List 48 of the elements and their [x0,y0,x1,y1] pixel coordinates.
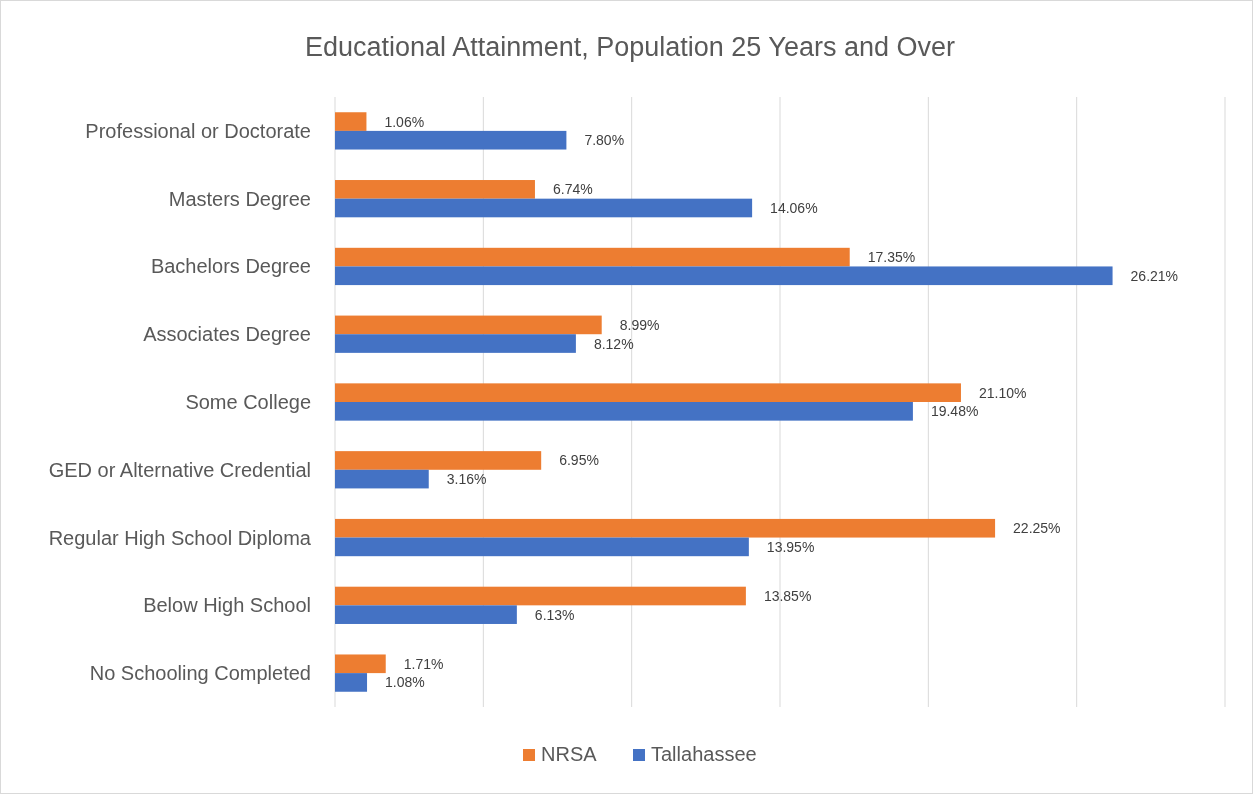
data-label: 3.16% [446,471,487,488]
data-label: 8.12% [593,335,634,352]
data-label: 6.74% [552,181,593,198]
data-label: 14.06% [770,199,818,216]
bar [335,402,913,421]
y-tick-label: Below High School [143,594,311,617]
y-tick-label: Professional or Doctorate [85,119,311,142]
bar [335,469,429,489]
data-label: 1.08% [385,674,425,691]
bar [335,673,368,692]
data-label: 13.85% [763,588,812,605]
data-label: 6.95% [559,452,599,469]
data-label: 1.06% [384,113,425,130]
bar [335,198,753,218]
y-tick-label: GED or Alternative Credential [48,458,311,481]
bar [335,180,535,199]
bar [335,315,602,335]
legend-label: Tallahassee [651,743,757,765]
chart-title: Educational Attainment, Population 25 Years and Over [305,32,955,62]
data-label: 1.71% [403,655,444,672]
bar [335,537,749,557]
bar [335,586,746,606]
data-label: 8.99% [619,316,660,333]
bar [335,451,542,470]
y-tick-label: Bachelors Degree [150,255,311,278]
bar [335,112,367,131]
data-label: 26.21% [1130,267,1179,284]
bar [335,334,576,353]
bar [335,247,850,267]
y-tick-label: Regular High School Diploma [48,526,312,549]
data-label: 7.80% [584,132,625,149]
data-label: 22.25% [1013,520,1061,537]
bar [335,518,996,538]
y-tick-label: Associates Degree [143,323,311,346]
legend-label: NRSA [541,743,598,765]
bar [335,605,517,624]
bar [335,383,961,402]
bar [335,266,1113,286]
bar [335,654,386,674]
data-label: 6.13% [534,606,575,623]
y-tick-label: Some College [185,391,311,413]
data-label: 17.35% [867,249,916,266]
data-label: 19.48% [930,403,979,420]
data-label: 21.10% [978,384,1027,401]
data-label: 13.95% [766,538,815,555]
bar [335,130,567,150]
y-tick-label: Masters Degree [168,187,311,210]
y-tick-label: No Schooling Completed [89,662,311,685]
